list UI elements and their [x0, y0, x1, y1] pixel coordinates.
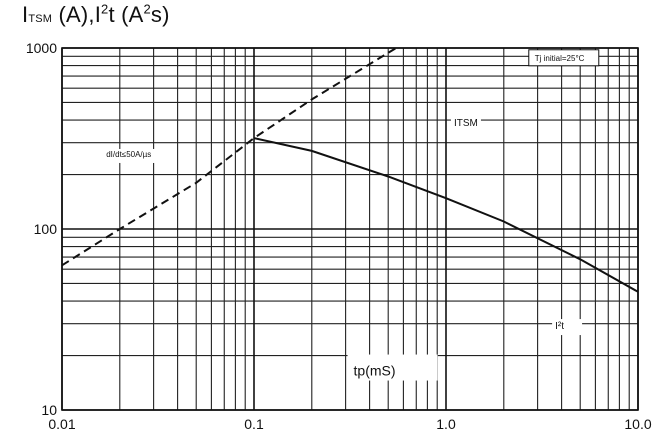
i2t-label-bg: [552, 319, 583, 336]
didt-label-bg: [103, 148, 166, 163]
y-tick-label: 10: [41, 402, 57, 418]
x-axis-label-box: [347, 354, 438, 381]
itsm-label: ITSM: [454, 118, 478, 129]
plot-frame: [61, 47, 639, 411]
tj-initial-label: Tj initial=25°C: [535, 54, 585, 63]
x-tick-label: 0.01: [48, 416, 75, 432]
didt-label: dI/dt≤50A/µs: [106, 150, 151, 159]
itsm-curve: [253, 137, 639, 293]
tj-initial-label-box: [528, 49, 600, 67]
y-tick-label: 100: [34, 221, 58, 237]
i2t-label: I²t: [555, 321, 564, 332]
x-axis-label: tp(mS): [354, 363, 396, 379]
chart-title: ITSM (A),I2t (A2s): [22, 1, 170, 27]
didt-limit-line: [61, 47, 397, 267]
itsm-label-bg: [450, 116, 481, 133]
x-tick-label: 10.0: [624, 416, 651, 432]
y-tick-label: 1000: [26, 40, 57, 56]
x-tick-label: 0.1: [244, 416, 264, 432]
x-tick-label: 1.0: [436, 416, 456, 432]
